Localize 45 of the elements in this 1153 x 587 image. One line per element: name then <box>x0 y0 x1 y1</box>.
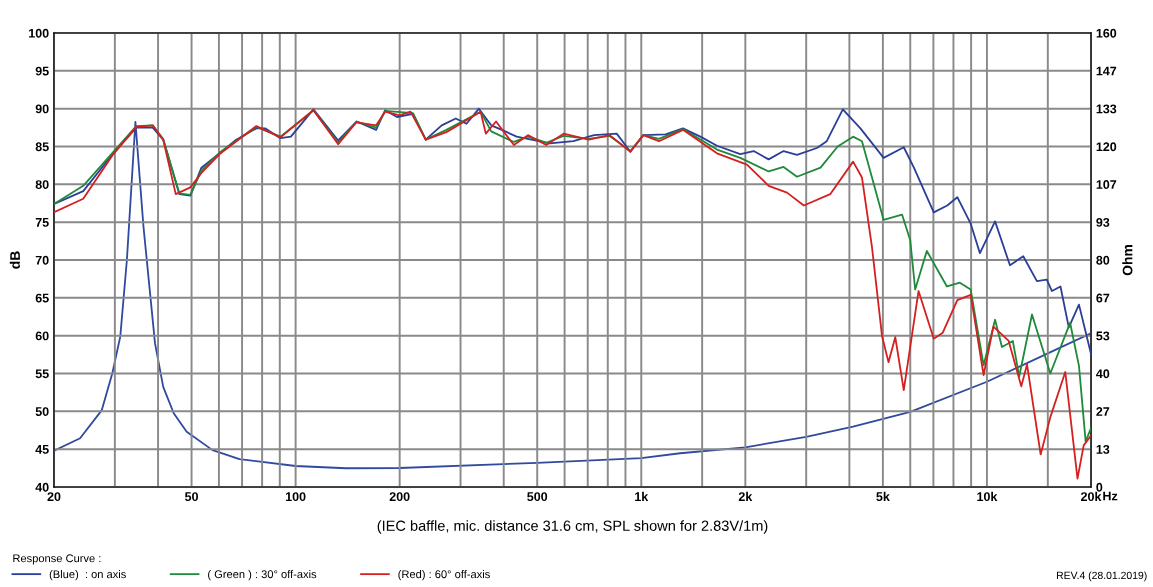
legend-label: (Red) : 60° off-axis <box>398 569 490 581</box>
y2-tick-label: 93 <box>1096 217 1110 227</box>
y-tick-label: 90 <box>35 104 49 114</box>
text: REV.4 (28.01.2019) <box>1056 571 1147 582</box>
y-tick-label: 40 <box>35 482 49 492</box>
y-tick-label: 75 <box>35 218 49 227</box>
y-tick-label: 45 <box>35 445 49 454</box>
x-tick-label: 100 <box>285 492 306 502</box>
y-axis-title: dB <box>9 251 20 269</box>
y2-tick-label: 120 <box>1096 142 1117 152</box>
x-tick-label: 2k <box>738 491 753 501</box>
x-tick-label: 50 <box>184 492 198 502</box>
x-tick-label: 10k <box>977 491 998 502</box>
y2-tick-label: 147 <box>1096 66 1117 76</box>
y2-tick-label: 67 <box>1096 293 1110 303</box>
x-tick-label: 5k <box>876 491 890 502</box>
y2-tick-label: 27 <box>1096 407 1110 416</box>
y2-tick-label: 133 <box>1096 104 1117 114</box>
x-tick-label: 20 <box>47 492 61 502</box>
x-tick-label: 20k <box>1081 491 1102 502</box>
text: Hz <box>1103 491 1118 501</box>
legend-title: Response Curve : <box>13 554 101 565</box>
y-tick-label: 70 <box>35 255 49 265</box>
legend-label: ( Green ) : 30° off-axis <box>208 569 317 581</box>
y-tick-label: 55 <box>35 369 49 379</box>
y2-axis-title: Ohm <box>1122 245 1133 276</box>
legend-label: (Blue) : on axis <box>49 569 126 581</box>
y2-tick-label: 0 <box>1096 482 1103 492</box>
x-axis-title: (IEC baffle, mic. distance 31.6 cm, SPL shown for 2.83V/1m) <box>377 520 768 534</box>
y-tick-label: 50 <box>35 407 49 416</box>
y-tick-label: 95 <box>35 66 49 76</box>
y-tick-label: 80 <box>35 180 49 189</box>
y2-tick-label: 53 <box>1096 331 1110 341</box>
x-tick-label: 1k <box>635 491 649 501</box>
x-tick-label: 200 <box>389 492 410 502</box>
y2-tick-label: 160 <box>1096 28 1117 38</box>
y-tick-label: 60 <box>35 331 49 341</box>
y2-tick-label: 80 <box>1096 255 1110 265</box>
x-tick-label: 500 <box>527 492 548 502</box>
y2-tick-label: 40 <box>1096 369 1110 379</box>
y2-tick-label: 107 <box>1096 180 1117 189</box>
y-tick-label: 100 <box>29 28 49 38</box>
y-tick-label: 85 <box>35 142 49 152</box>
y-tick-label: 65 <box>35 293 49 303</box>
y2-tick-label: 13 <box>1096 444 1110 454</box>
